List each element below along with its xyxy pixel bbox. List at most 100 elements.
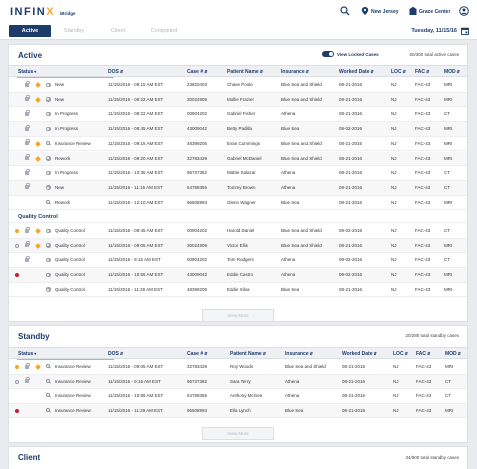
col-mod[interactable]: MOD⇵ — [445, 351, 462, 357]
loc-cell: NJ — [391, 126, 397, 132]
table-row[interactable]: Insurance Review 11/15/2016 - 10:55 AM ES… — [9, 389, 467, 404]
table-row[interactable]: Insurance Review 11/15/2016 - 9:15 AM EST… — [9, 374, 467, 389]
case-cell: 32783429 — [187, 364, 208, 369]
table-row[interactable]: Quality Control 11/15/2016 - 09:05 AM EST… — [9, 238, 467, 254]
loc-cell: NJ — [391, 286, 397, 292]
col-case[interactable]: Case #⇵ — [187, 351, 208, 357]
loc-cell: NJ — [391, 170, 397, 176]
status-cell: Insurance Review — [55, 364, 91, 369]
col-insurance[interactable]: Insurance⇵ — [285, 351, 313, 357]
worked-cell: 09-02-2016 — [339, 228, 363, 233]
search-icon[interactable] — [340, 6, 350, 16]
insurance-cell: Athena — [281, 184, 296, 190]
worked-cell: 08-21-2016 — [339, 155, 363, 161]
table-row[interactable]: Quality Control 11/15/2016 - 11:28 AM EST… — [9, 282, 467, 298]
dos-cell: 11/15/2016 - 09:20 AM EST — [108, 155, 164, 161]
col-loc[interactable]: LOC⇵ — [393, 351, 408, 357]
dos-cell: 11/15/2016 - 11:28 AM EST — [108, 286, 163, 292]
fac-cell: FAC-43 — [415, 228, 431, 233]
status-cell: New — [55, 96, 65, 102]
loc-cell: NJ — [393, 378, 399, 384]
active-table-header: Status▾ DOS⇵ Case #⇵ Patient Name⇵ Insur… — [9, 65, 467, 77]
table-row[interactable]: Insurance Review 11/15/2016 - 11:28 AM ES… — [9, 403, 467, 418]
col-insurance[interactable]: Insurance⇵ — [281, 69, 309, 75]
col-fac[interactable]: FAC⇵ — [416, 351, 431, 357]
table-row[interactable]: Insurance Review 11/15/2016 - 09:15 AM ES… — [9, 136, 467, 152]
status-cell: Insurance Review — [55, 407, 91, 413]
col-patient-name[interactable]: Patient Name⇵ — [227, 69, 264, 75]
case-cell: 48399205 — [187, 286, 208, 292]
top-bar: INFINX iBridge New Jersey Grace Center — [0, 0, 477, 22]
col-patient-name[interactable]: Patient Name⇵ — [230, 351, 267, 357]
tab-standby[interactable]: Standby — [63, 28, 85, 34]
view-locked-toggle[interactable] — [322, 51, 334, 57]
table-row[interactable]: Rework 11/15/2016 - 12:10 AM EST 96508993 G… — [9, 195, 467, 211]
fac-cell: FAC-43 — [415, 272, 431, 278]
case-cell: 54789356 — [187, 393, 208, 398]
search-icon — [46, 393, 50, 397]
table-row[interactable]: Rework 11/15/2016 - 09:20 AM EST 32783429 G… — [9, 151, 467, 167]
insurance-cell: Blue Sea and Shield — [281, 242, 322, 248]
table-row[interactable]: Quality Control 11/15/2016 - 9:15 AM EST 0… — [9, 253, 467, 269]
search-icon — [46, 378, 50, 383]
status-cell: Quality Control — [55, 228, 85, 233]
table-row[interactable]: Quality Control 11/15/2016 - 10:55 AM EST… — [9, 268, 467, 283]
fac-cell: FAC-43 — [416, 393, 432, 398]
col-case[interactable]: Case #⇵ — [187, 69, 208, 75]
case-cell: 96508993 — [187, 199, 208, 205]
tab-active[interactable]: Active — [9, 25, 51, 37]
col-dos[interactable]: DOS⇵ — [108, 351, 124, 357]
loc-cell: NJ — [391, 184, 397, 190]
status-cell: Quality Control — [55, 272, 85, 278]
table-row[interactable]: In Progress 11/15/2016 - 08:22 AM EST 0090… — [9, 107, 467, 123]
location-label[interactable]: New Jersey — [371, 9, 399, 15]
col-worked-date[interactable]: Worked Date⇵ — [339, 69, 374, 75]
mod-cell: MRI — [445, 407, 454, 413]
status-cell: Insurance Review — [55, 393, 91, 398]
search-icon — [46, 364, 50, 368]
table-row[interactable]: Insurance Review 11/15/2016 - 09:05 AM ES… — [9, 360, 467, 375]
table-row[interactable]: New 11/15/2016 - 08:15 AM EST 23820403 Chas… — [9, 78, 467, 93]
dos-cell: 11/15/2016 - 10:55 AM EST — [108, 272, 164, 278]
table-row[interactable]: In Progress 11/15/2016 - 08:45 AM EST 4300… — [9, 122, 467, 137]
worked-cell: 08-21-2016 — [339, 82, 363, 87]
dos-cell: 11/15/2016 - 08:15 AM EST — [108, 82, 164, 87]
insurance-cell: Blue Sea and Shield — [281, 82, 322, 87]
calendar-icon[interactable] — [461, 27, 469, 35]
loc-cell: NJ — [393, 407, 399, 413]
table-row[interactable]: New 11/15/2016 - 08:22 AM EST 30024909 Moll… — [9, 92, 467, 108]
patient-cell: Eddie Silva — [227, 286, 250, 292]
loc-cell: NJ — [391, 96, 397, 102]
case-cell: 48399205 — [187, 140, 208, 146]
fac-cell: FAC-43 — [416, 407, 432, 413]
col-fac[interactable]: FAC⇵ — [415, 69, 430, 75]
tab-client[interactable]: Client — [110, 28, 126, 34]
col-dos[interactable]: DOS⇵ — [108, 69, 124, 75]
standby-view-more-button[interactable]: View More — [202, 427, 274, 440]
col-status[interactable]: Status▾ — [18, 351, 37, 357]
status-cell: Insurance Review — [55, 140, 91, 146]
table-row[interactable]: New 11/15/2016 - 11:15 AM EST 54789356 Tomm… — [9, 180, 467, 196]
table-row[interactable]: In Progress 11/15/2016 - 10:35 AM EST 9673… — [9, 166, 467, 181]
priority-diamond-icon — [35, 155, 41, 162]
active-view-more-button[interactable]: View More — [202, 309, 274, 322]
loc-cell: NJ — [393, 364, 399, 369]
col-mod[interactable]: MOD⇵ — [444, 69, 461, 75]
mod-cell: MRI — [444, 82, 453, 87]
dos-cell: 11/15/2016 - 08:22 AM EST — [108, 96, 164, 102]
col-loc[interactable]: LOC⇵ — [391, 69, 406, 75]
insurance-cell: Blue Sea — [281, 286, 300, 292]
col-status[interactable]: Status▾ — [18, 69, 37, 75]
col-worked-date[interactable]: Worked Date⇵ — [342, 351, 377, 357]
tab-completed[interactable]: Completed — [150, 28, 178, 34]
patient-cell: Roy Woods — [230, 364, 254, 369]
mod-cell: MRI — [445, 364, 454, 369]
case-cell: 54789356 — [187, 184, 208, 190]
mod-cell: CT — [444, 184, 450, 190]
patient-cell: Ella Lynch — [230, 407, 251, 413]
center-label[interactable]: Grace Center — [419, 9, 451, 15]
user-avatar-icon[interactable] — [459, 6, 469, 16]
gear-icon — [46, 82, 51, 87]
table-row[interactable]: Quality Control 11/15/2016 - 08:45 AM EST… — [9, 224, 467, 239]
lock-icon — [25, 80, 31, 87]
